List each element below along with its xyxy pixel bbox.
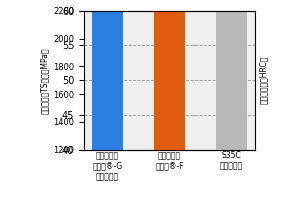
Y-axis label: 水焼入硬さ（HRC）: 水焼入硬さ（HRC） [259,56,268,104]
Bar [92,0,123,150]
Bar [154,0,185,150]
Bar [216,0,247,150]
Y-axis label: 水焼入硬さTS換算（MPa）: 水焼入硬さTS換算（MPa） [40,47,49,114]
